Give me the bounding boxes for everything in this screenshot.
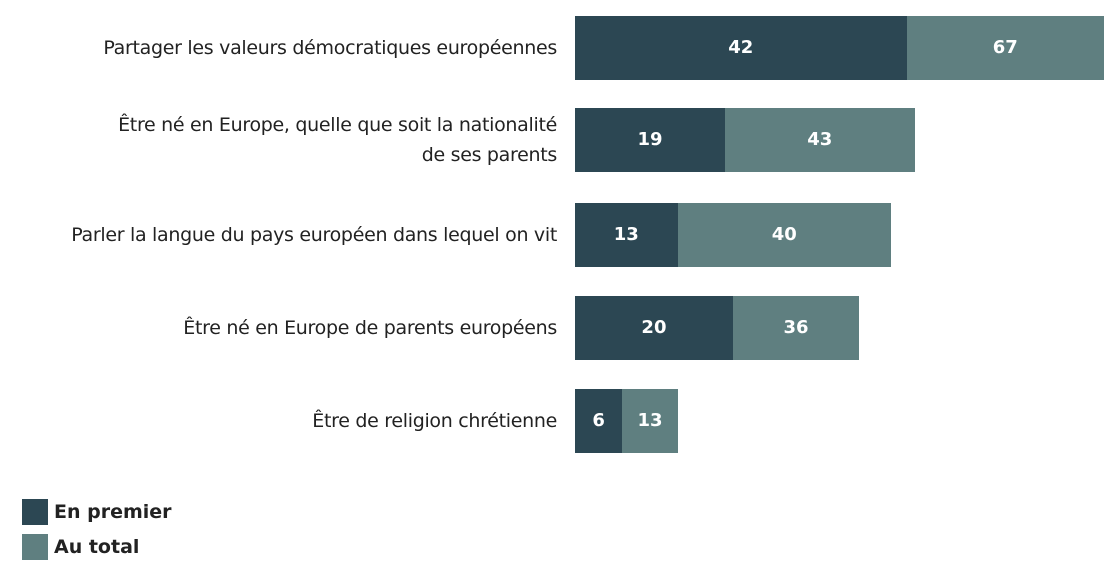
legend-swatch bbox=[22, 534, 48, 560]
value-label: 40 bbox=[771, 224, 797, 245]
value-label: 13 bbox=[613, 224, 639, 245]
value-label: 19 bbox=[637, 129, 663, 150]
bar bbox=[575, 203, 678, 267]
bar bbox=[575, 296, 733, 360]
category-label: Parler la langue du pays européen dans l… bbox=[71, 224, 557, 246]
value-label: 20 bbox=[641, 317, 667, 338]
legend-swatch bbox=[22, 499, 48, 525]
bar bbox=[575, 16, 907, 80]
value-label: 36 bbox=[783, 317, 809, 338]
category-label: Être né en Europe de parents européens bbox=[183, 317, 557, 339]
bar bbox=[575, 108, 725, 172]
value-label: 42 bbox=[728, 37, 754, 58]
legend-label: En premier bbox=[54, 501, 172, 523]
value-label: 6 bbox=[592, 410, 605, 431]
value-label: 67 bbox=[992, 37, 1018, 58]
value-label: 13 bbox=[637, 410, 663, 431]
category-label: Être de religion chrétienne bbox=[312, 410, 557, 432]
category-label: Partager les valeurs démocratiques europ… bbox=[103, 37, 557, 59]
bar bbox=[575, 389, 623, 453]
legend-label: Au total bbox=[54, 536, 140, 558]
value-label: 43 bbox=[807, 129, 833, 150]
category-label: Être né en Europe, quelle que soit la na… bbox=[118, 114, 557, 166]
